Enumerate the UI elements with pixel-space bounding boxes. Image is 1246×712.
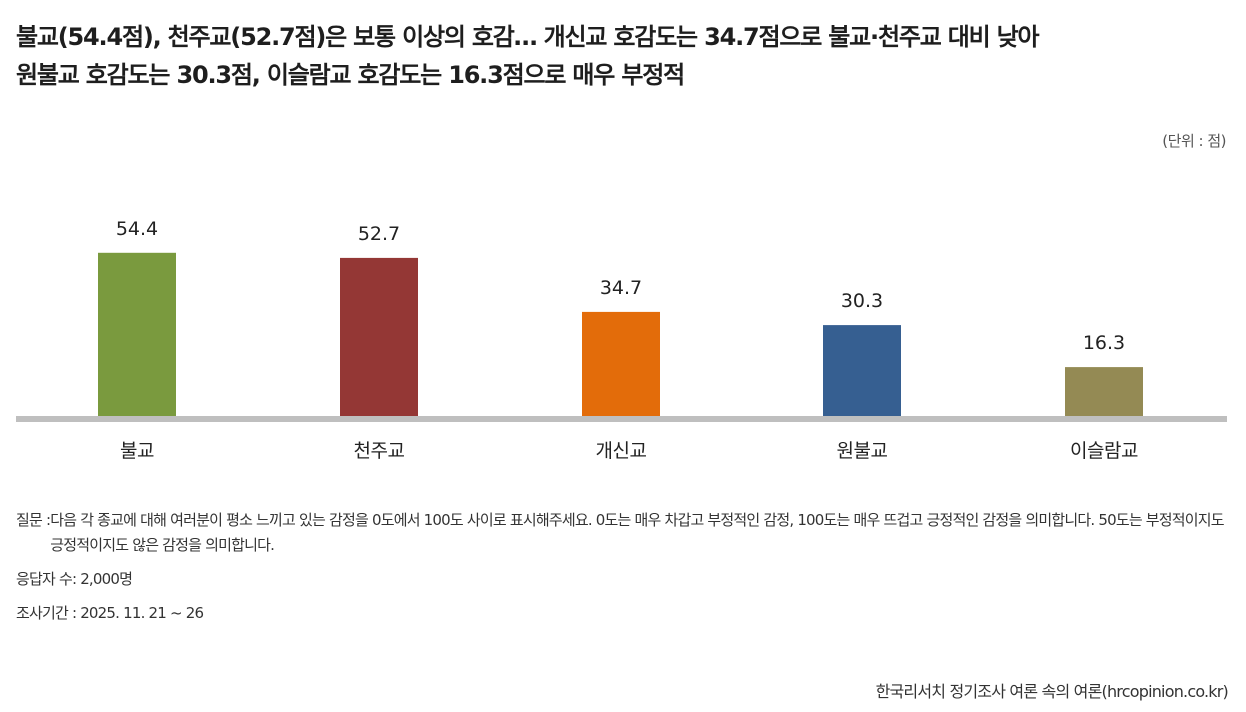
bar-2 [340,257,418,416]
x-axis-baseline [16,416,1227,422]
category-label-2: 천주교 [354,440,405,462]
value-label-5: 16.3 [1083,332,1125,354]
value-label-2: 52.7 [358,223,400,245]
survey-notes: 질문 : 다음 각 종교에 대해 여러분이 평소 느끼고 있는 감정을 0도에서… [16,508,1230,624]
respondents-count: 응답자 수: 2,000명 [16,570,133,588]
headline-line-1: 불교(54.4점), 천주교(52.7점)은 보통 이상의 호감… 개신교 호감… [16,23,1040,51]
survey-period: 조사기간 : 2025. 11. 21 ~ 26 [16,604,204,622]
headline-line-2: 원불교 호감도는 30.3점, 이슬람교 호감도는 16.3점으로 매우 부정적 [16,61,685,89]
source-credit: 한국리서치 정기조사 여론 속의 여론(hrcopinion.co.kr) [875,682,1229,701]
chart-headline: 불교(54.4점), 천주교(52.7점)은 보통 이상의 호감… 개신교 호감… [16,18,1226,94]
bar-1 [98,252,176,416]
category-label-3: 개신교 [596,440,647,462]
bar-chart: 54.4 불교 52.7 천주교 34.7 개신교 30.3 원불교 16.3 이슬람교 [16,218,1227,462]
question-row: 질문 : 다음 각 종교에 대해 여러분이 평소 느끼고 있는 감정을 0도에서… [16,508,1230,558]
unit-label: (단위 : 점) [1162,132,1226,150]
question-text: 다음 각 종교에 대해 여러분이 평소 느끼고 있는 감정을 0도에서 100도… [50,511,1224,554]
category-label-1: 불교 [120,440,154,462]
value-label-1: 54.4 [116,218,158,240]
bar-4 [823,325,901,416]
value-label-3: 34.7 [600,277,642,299]
value-label-4: 30.3 [841,290,883,312]
question-label: 질문 : [16,511,51,529]
category-label-5: 이슬람교 [1070,440,1138,462]
bar-3 [582,311,660,416]
category-label-4: 원불교 [837,440,888,462]
bar-5 [1065,367,1143,416]
